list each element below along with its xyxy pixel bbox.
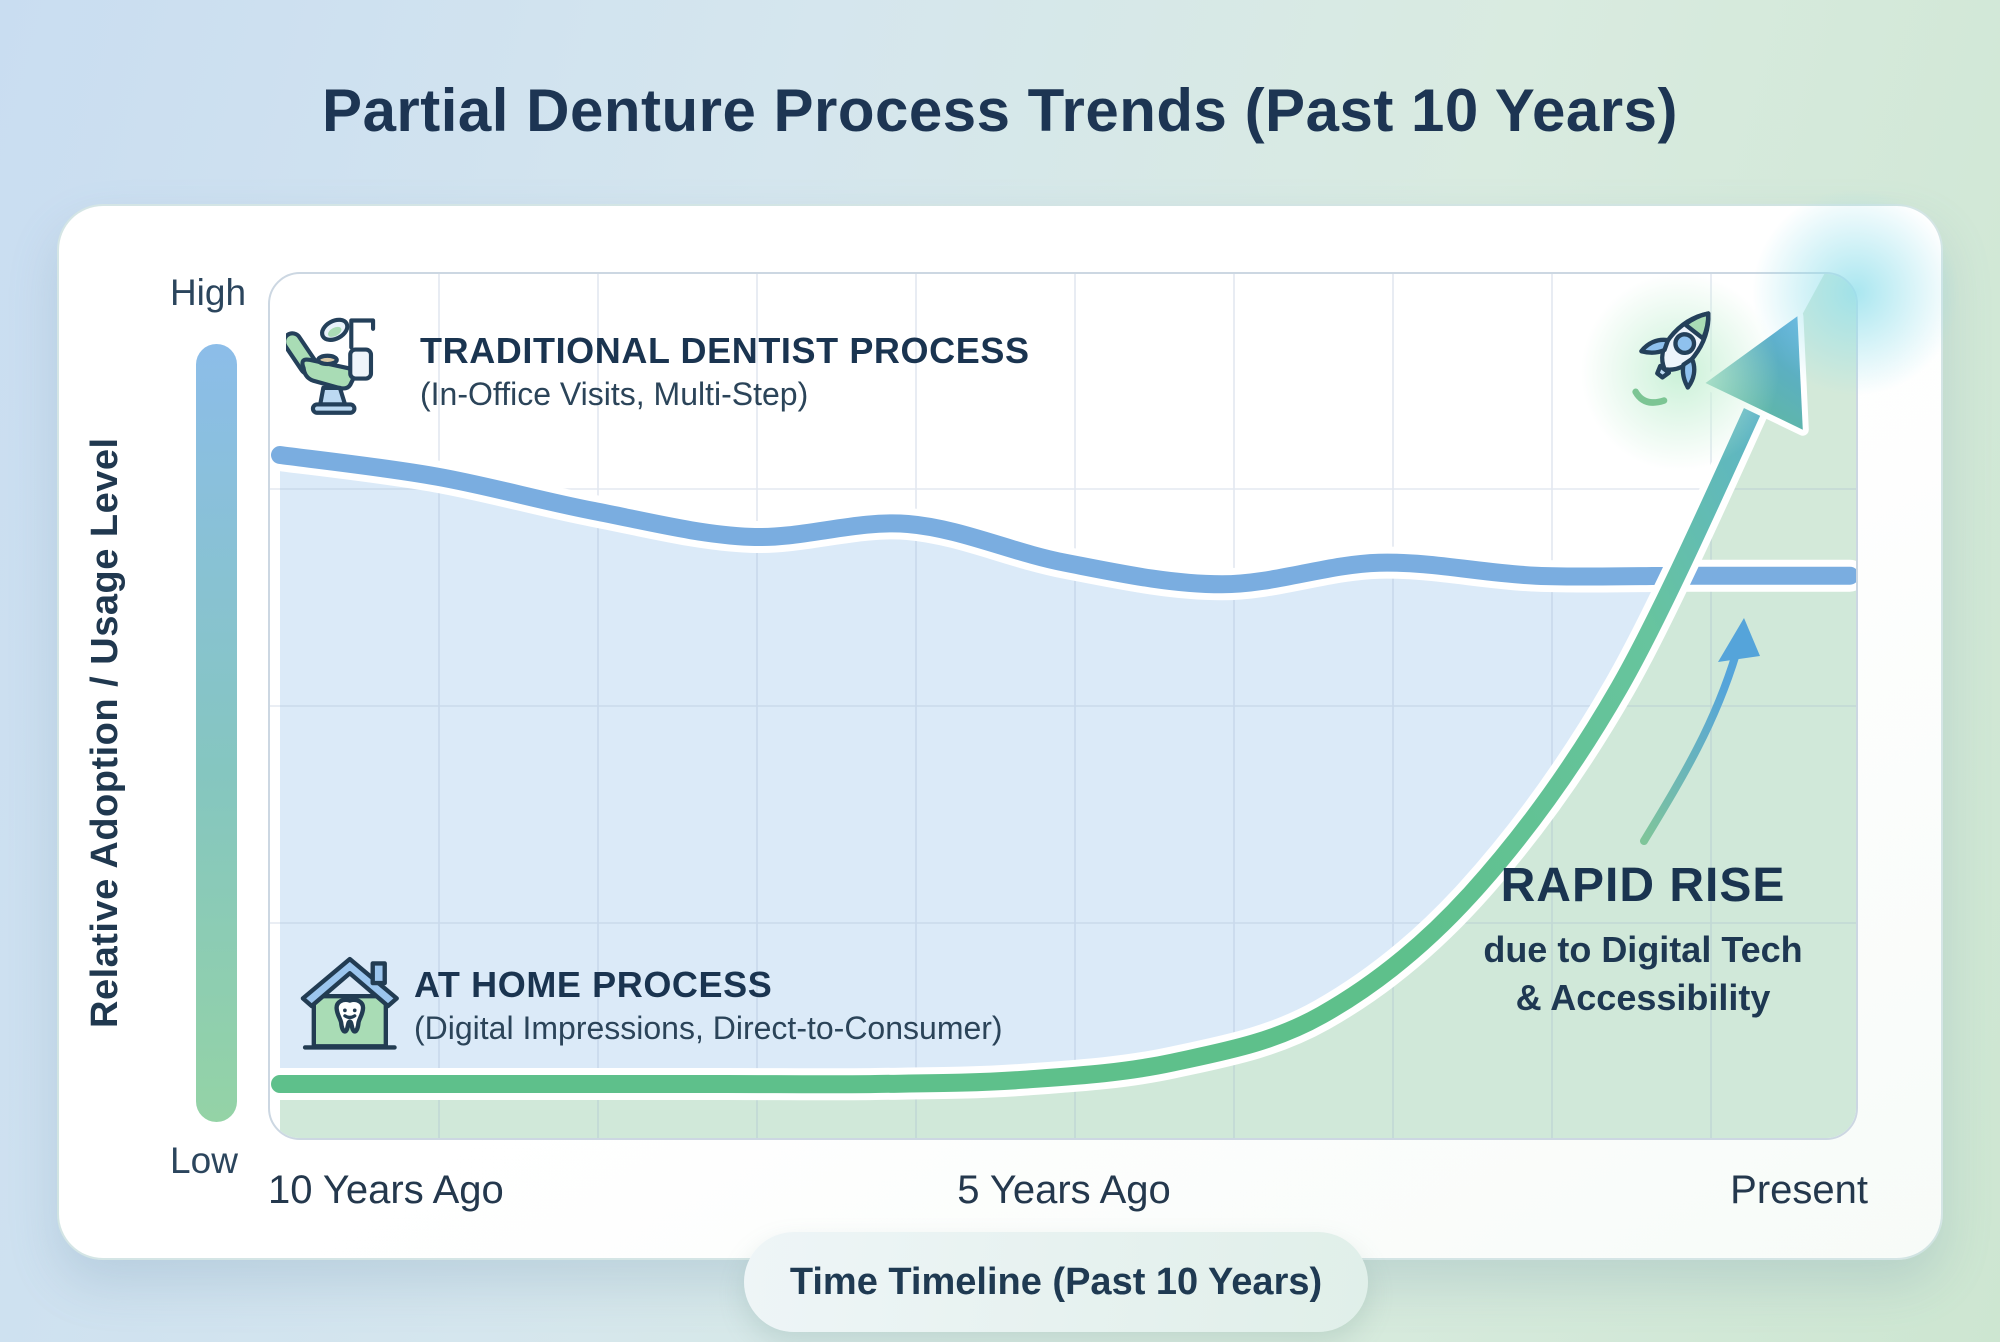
- series-title-home: AT HOME PROCESS: [414, 964, 773, 1005]
- rocket-flame-swoosh: [1632, 388, 1668, 406]
- traditional-line: [271, 446, 1856, 594]
- grid-lines: [270, 274, 1856, 1138]
- x-tick-10-years-ago: 10 Years Ago: [268, 1168, 504, 1212]
- annotation-rapid-rise: RAPID RISE due to Digital Tech & Accessi…: [1408, 858, 1878, 1019]
- annotation-line3: & Accessibility: [1515, 977, 1771, 1018]
- home-line: [271, 368, 1777, 1094]
- series-subtitle-traditional: (In-Office Visits, Multi-Step): [420, 376, 809, 412]
- annotation-line2: due to Digital Tech: [1483, 929, 1803, 970]
- x-axis-title: Time Timeline (Past 10 Years): [789, 1260, 1323, 1303]
- y-axis-title: Relative Adoption / Usage Level: [84, 437, 126, 1029]
- chart-svg: [270, 274, 1856, 1138]
- plot-area: [268, 272, 1858, 1140]
- x-tick-5-years-ago: 5 Years Ago: [957, 1168, 1171, 1212]
- series-subtitle-home: (Digital Impressions, Direct-to-Consumer…: [414, 1010, 1003, 1046]
- series-title-traditional: TRADITIONAL DENTIST PROCESS: [420, 330, 1030, 371]
- swoosh-arrow-icon: [1640, 618, 1760, 845]
- y-axis-low-label: Low: [170, 1140, 238, 1181]
- rocket-icon: [1632, 311, 1711, 406]
- page-title: Partial Denture Process Trends (Past 10 …: [322, 77, 1678, 144]
- house-tooth-icon: [300, 956, 399, 1050]
- x-axis-title-pill: Time Timeline (Past 10 Years): [744, 1232, 1368, 1332]
- x-tick-present: Present: [1730, 1168, 1868, 1212]
- y-axis-high-label: High: [169, 272, 247, 313]
- dental-chair-icon: [286, 317, 376, 415]
- y-axis-gradient-bar: [196, 344, 237, 1122]
- annotation-title: RAPID RISE: [1500, 859, 1786, 912]
